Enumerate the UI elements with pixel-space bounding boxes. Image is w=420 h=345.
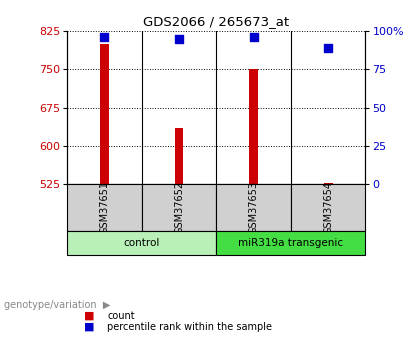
Text: GSM37654: GSM37654 [323,181,333,234]
Bar [249,69,258,184]
Text: GSM37653: GSM37653 [249,181,259,234]
Text: miR319a transgenic: miR319a transgenic [238,238,344,248]
Title: GDS2066 / 265673_at: GDS2066 / 265673_at [143,16,289,29]
Point [176,36,182,41]
Bar [291,184,365,231]
Text: ■: ■ [84,311,94,321]
Text: count: count [107,311,135,321]
Text: ■: ■ [84,322,94,332]
Text: percentile rank within the sample: percentile rank within the sample [107,322,272,332]
Bar [142,184,216,231]
Bar [67,231,216,255]
Text: control: control [123,238,160,248]
Point [101,34,108,40]
Point [250,34,257,40]
Bar [324,183,333,184]
Bar [175,128,184,184]
Text: GSM37651: GSM37651 [100,181,110,234]
Point [325,45,331,51]
Bar [100,44,109,184]
Text: GSM37652: GSM37652 [174,181,184,234]
Text: genotype/variation  ▶: genotype/variation ▶ [4,300,110,310]
Bar [216,231,365,255]
Bar [216,184,291,231]
Bar [67,184,142,231]
